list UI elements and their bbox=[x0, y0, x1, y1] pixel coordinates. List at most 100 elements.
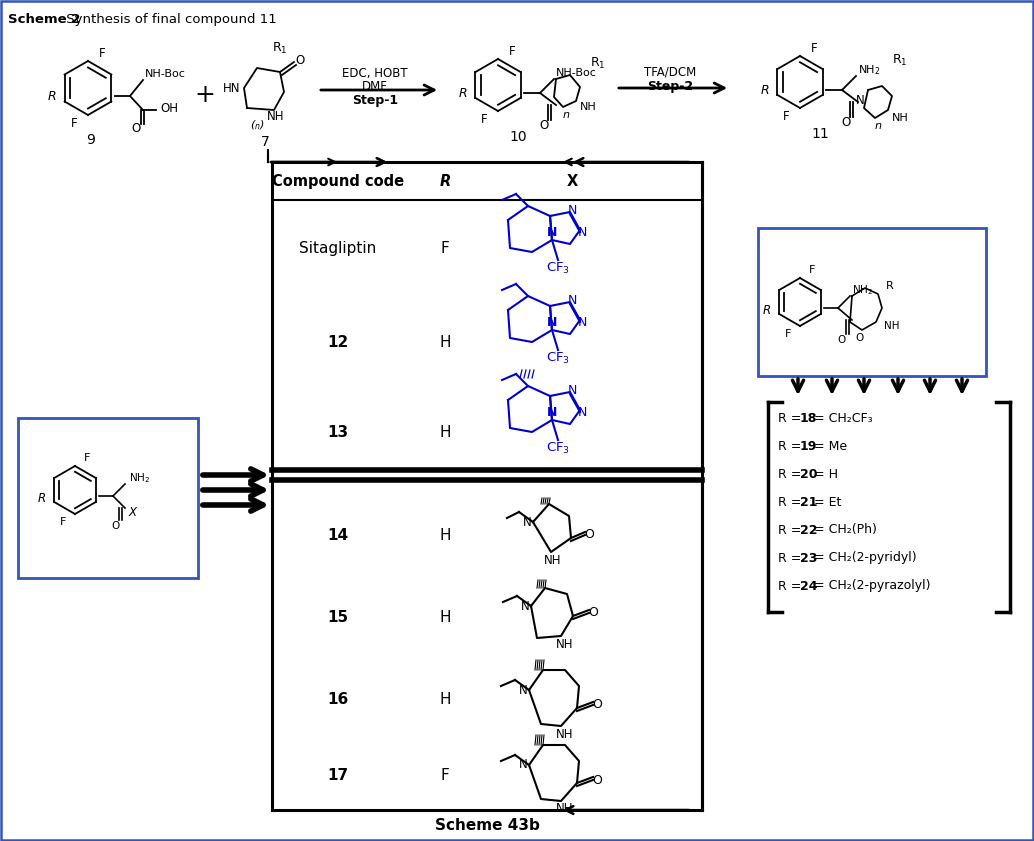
Text: R =: R = bbox=[778, 495, 805, 509]
Text: O: O bbox=[838, 335, 846, 345]
Text: NH: NH bbox=[556, 637, 574, 650]
Text: R$_1$: R$_1$ bbox=[892, 52, 908, 67]
Text: NH: NH bbox=[580, 102, 597, 112]
Text: NH-Boc: NH-Boc bbox=[145, 69, 186, 79]
Text: R =: R = bbox=[778, 579, 805, 593]
Text: F: F bbox=[783, 109, 789, 123]
Text: O: O bbox=[588, 606, 598, 618]
Text: 21: 21 bbox=[800, 495, 818, 509]
Text: 14: 14 bbox=[328, 527, 348, 542]
Text: F: F bbox=[785, 329, 791, 339]
Text: 24: 24 bbox=[800, 579, 818, 593]
Text: +: + bbox=[194, 83, 215, 107]
Text: R =: R = bbox=[778, 468, 805, 480]
Text: X: X bbox=[567, 173, 578, 188]
Text: = H: = H bbox=[810, 468, 838, 480]
Text: F: F bbox=[84, 453, 90, 463]
Text: O: O bbox=[296, 54, 305, 66]
Text: Step-1: Step-1 bbox=[352, 93, 398, 107]
Text: N: N bbox=[855, 93, 864, 107]
Text: NH: NH bbox=[884, 321, 900, 331]
Text: Sitagliptin: Sitagliptin bbox=[300, 241, 376, 256]
Text: H: H bbox=[439, 335, 451, 350]
Text: 7: 7 bbox=[261, 135, 270, 149]
Text: N: N bbox=[568, 204, 577, 216]
Text: = CH₂CF₃: = CH₂CF₃ bbox=[810, 411, 873, 425]
Text: NH: NH bbox=[556, 727, 574, 740]
Text: N: N bbox=[547, 315, 557, 329]
Text: N: N bbox=[568, 383, 577, 396]
Text: Scheme 43b: Scheme 43b bbox=[434, 817, 540, 833]
Text: H: H bbox=[439, 425, 451, 440]
Text: 20: 20 bbox=[800, 468, 818, 480]
Text: F: F bbox=[811, 41, 817, 55]
Text: NH$_2$: NH$_2$ bbox=[129, 471, 150, 485]
Text: NH$_2$: NH$_2$ bbox=[852, 283, 873, 297]
Text: O: O bbox=[856, 333, 864, 343]
Text: O: O bbox=[584, 528, 594, 542]
Text: Compound code: Compound code bbox=[272, 173, 404, 188]
Text: N: N bbox=[577, 405, 586, 419]
Text: CF$_3$: CF$_3$ bbox=[546, 351, 570, 366]
Text: F: F bbox=[809, 265, 815, 275]
Text: R: R bbox=[439, 173, 451, 188]
Text: R$_1$: R$_1$ bbox=[272, 40, 287, 56]
Text: N: N bbox=[547, 225, 557, 239]
Text: N: N bbox=[577, 225, 586, 239]
Text: F: F bbox=[60, 517, 66, 527]
Text: O: O bbox=[111, 521, 119, 531]
Text: F: F bbox=[481, 113, 487, 125]
Text: 9: 9 bbox=[87, 133, 95, 147]
Text: H: H bbox=[439, 611, 451, 626]
Text: NH: NH bbox=[544, 553, 561, 567]
Text: F: F bbox=[98, 46, 105, 60]
Text: R =: R = bbox=[778, 440, 805, 452]
Text: F: F bbox=[440, 241, 450, 256]
Text: NH: NH bbox=[556, 802, 574, 816]
Text: N: N bbox=[568, 294, 577, 306]
Text: Step-2: Step-2 bbox=[647, 80, 693, 93]
Text: O: O bbox=[592, 774, 602, 786]
Text: 12: 12 bbox=[328, 335, 348, 350]
Text: F: F bbox=[440, 768, 450, 782]
Text: NH: NH bbox=[267, 109, 284, 123]
Text: NH$_2$: NH$_2$ bbox=[858, 63, 881, 77]
Text: EDC, HOBT: EDC, HOBT bbox=[342, 66, 407, 80]
Text: R: R bbox=[763, 304, 771, 316]
Text: 17: 17 bbox=[328, 768, 348, 782]
Text: N: N bbox=[521, 600, 529, 612]
Text: 22: 22 bbox=[800, 523, 818, 537]
Text: N: N bbox=[522, 516, 531, 528]
Text: = Me: = Me bbox=[810, 440, 847, 452]
Text: R =: R = bbox=[778, 523, 805, 537]
Text: R$_1$: R$_1$ bbox=[590, 56, 606, 71]
Text: N: N bbox=[519, 684, 527, 696]
Text: O: O bbox=[592, 699, 602, 711]
Text: R =: R = bbox=[778, 411, 805, 425]
Text: = Et: = Et bbox=[810, 495, 842, 509]
Text: R̄: R̄ bbox=[886, 281, 893, 291]
Text: = CH₂(2-pyridyl): = CH₂(2-pyridyl) bbox=[810, 552, 916, 564]
Text: CF$_3$: CF$_3$ bbox=[546, 441, 570, 456]
Text: F: F bbox=[70, 117, 78, 130]
Text: R: R bbox=[761, 83, 769, 97]
Text: 18: 18 bbox=[800, 411, 817, 425]
Text: O: O bbox=[540, 119, 549, 131]
Text: = CH₂(Ph): = CH₂(Ph) bbox=[810, 523, 877, 537]
Text: 10: 10 bbox=[509, 130, 526, 144]
Text: H: H bbox=[439, 527, 451, 542]
Text: TFA/DCM: TFA/DCM bbox=[644, 66, 696, 78]
Text: DMF: DMF bbox=[362, 80, 388, 93]
Text: 13: 13 bbox=[328, 425, 348, 440]
Text: 11: 11 bbox=[811, 127, 829, 141]
Text: $n$: $n$ bbox=[561, 110, 570, 120]
Text: HN: HN bbox=[222, 82, 240, 94]
Text: OH: OH bbox=[160, 102, 178, 114]
Text: O: O bbox=[842, 115, 851, 129]
Text: N: N bbox=[519, 759, 527, 771]
Text: R: R bbox=[459, 87, 467, 99]
Text: NH-Boc: NH-Boc bbox=[556, 68, 597, 78]
Text: CF$_3$: CF$_3$ bbox=[546, 261, 570, 276]
Text: 15: 15 bbox=[328, 611, 348, 626]
Text: 16: 16 bbox=[328, 692, 348, 707]
